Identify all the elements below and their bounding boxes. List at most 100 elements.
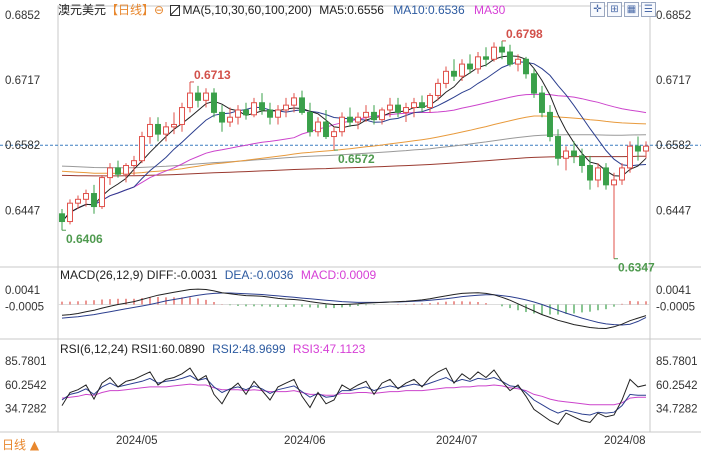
candle-body [211,92,217,113]
candle-body [403,107,409,113]
candle [259,93,265,115]
candle [107,163,113,185]
crosshair-icon[interactable]: ✛ [590,2,605,17]
candle-body [387,104,393,111]
zoom-in-icon[interactable]: ⊞ [607,2,622,17]
rsi-tick-left: 60.2542 [5,380,47,392]
candle [155,117,161,142]
candle-body [283,104,289,111]
candle [427,93,433,113]
price-tick-left: 0.6582 [5,140,40,152]
macd-axis: 0.0041 -0.0005 0.0041 -0.0005 [5,285,695,313]
candle-body [91,193,97,208]
rsi1-value: RSI1:60.0890 [131,342,205,356]
candle [355,112,361,130]
candle [299,90,305,115]
macd-title[interactable]: MACD(26,12,9) [60,268,144,282]
macd-hist: MACD:0.0009 [300,268,377,282]
macd-dea-line [61,292,647,326]
rsi-tick-left: 34.7282 [5,404,47,416]
candle-icon [170,5,181,16]
ma200-line [61,155,647,177]
candle-body [251,102,257,116]
candle-body [635,145,641,152]
candle-body [331,131,337,138]
x-tick: 2024/08 [604,435,646,447]
candle [475,52,481,74]
menu-icon[interactable]: ☰ [641,2,656,17]
candle [347,107,353,127]
x-tick: 2024/05 [116,435,158,447]
settings-icon[interactable]: ⊖ [154,3,165,17]
candle [339,112,345,137]
candle-body [267,109,273,118]
period-selector[interactable]: 【日线】 [106,3,155,17]
candle-body [195,92,201,101]
rsi-tick-left: 85.7801 [5,356,47,368]
rsi2-value: RSI2:48.9699 [212,342,286,356]
chart-toolbar: ✛ ⊞ ▦ ☰ [590,2,656,17]
candle-body [371,111,377,121]
candle [547,105,553,142]
candle [443,66,449,89]
candle [619,163,625,185]
candle [467,54,473,74]
candle-body [67,202,73,223]
candle [123,163,129,183]
candle [243,102,249,120]
candle [179,102,185,132]
candle [643,141,649,159]
candle-body [555,136,561,159]
candle [67,199,73,225]
panel-frames [0,5,701,433]
candle [579,148,585,173]
time-axis: 2024/05 2024/06 2024/07 2024/08 [116,435,646,447]
candle-body [83,193,89,200]
price-tick-right: 0.6582 [656,140,691,152]
ma-params[interactable]: MA(5,10,30,60,100,200) [182,3,312,17]
grid-icon[interactable]: ▦ [624,2,639,17]
price-tick-right: 0.6852 [656,10,691,22]
period-toggle-button[interactable]: 日线 ▲ [2,438,40,452]
candle [115,160,121,178]
candle-body [419,102,425,109]
price-axis: 0.6852 0.6717 0.6582 0.6447 0.6852 0.671… [5,10,691,218]
candle-body [339,116,345,133]
candle-body [619,167,625,181]
candle-body [611,179,617,186]
candle-body [579,155,585,167]
rsi-tick-right: 60.2542 [656,380,698,392]
candle [571,141,577,164]
candle [139,131,145,164]
low-label-start: 0.6406 [66,232,103,246]
ma30-value: MA30 [474,3,506,17]
candle [291,93,297,113]
candle [99,175,105,209]
candle-body [571,150,577,157]
candle [395,97,401,118]
plot-border [57,5,651,433]
ma5-value: MA5:0.6556 [319,3,384,17]
candle-body [643,145,649,152]
rsi-title[interactable]: RSI(6,12,24) [60,342,129,356]
candle [523,56,529,79]
candle-body [59,213,65,223]
candle [315,117,321,137]
candle-body [443,70,449,84]
ma5-line [61,55,647,222]
candle [555,129,561,166]
candle-body [491,46,497,60]
high-label-jul: 0.6798 [506,27,543,41]
price-tick-left: 0.6447 [5,205,40,217]
candle-body [123,165,129,175]
candle [451,59,457,81]
candle [515,54,521,72]
candle [59,208,65,231]
macd-panel [58,288,650,330]
price-annotations: 0.6713 0.6572 0.6798 0.6406 0.6347 [62,27,655,275]
low-label-jun: 0.6572 [338,152,375,166]
candle-body [139,136,145,162]
low-label-aug: 0.6347 [618,261,655,275]
candle [411,97,417,118]
